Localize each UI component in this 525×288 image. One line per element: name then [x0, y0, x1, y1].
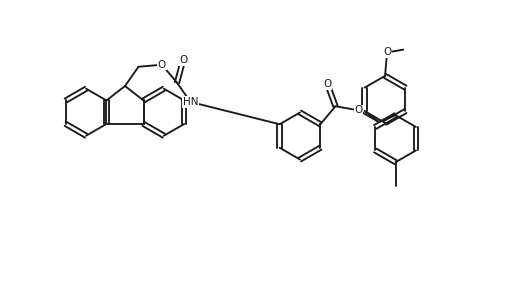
Text: O: O	[354, 105, 363, 115]
Text: O: O	[383, 48, 391, 58]
Text: O: O	[158, 60, 166, 70]
Text: O: O	[179, 55, 187, 65]
Text: HN: HN	[183, 97, 198, 107]
Text: O: O	[323, 79, 332, 89]
